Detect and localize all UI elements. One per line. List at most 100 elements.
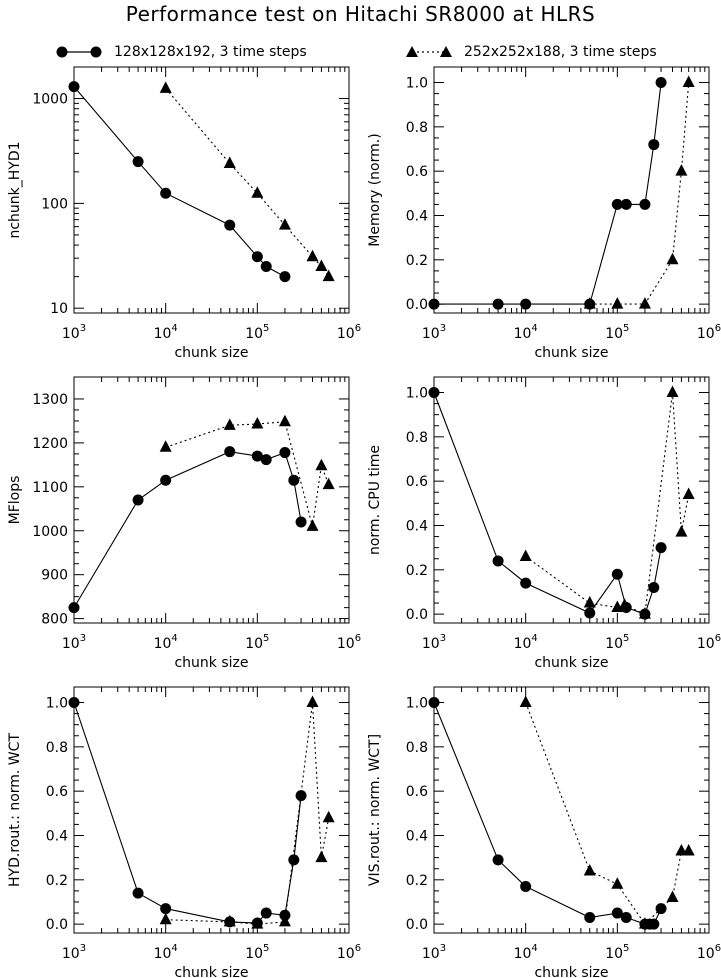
x-tick-label: 106 [337,323,361,342]
data-point-triangle [583,863,596,876]
x-tick-label: 103 [422,323,446,342]
y-tick-label: 0.8 [406,740,428,756]
data-point-triangle [682,75,695,88]
y-tick-label: 0.8 [46,740,68,756]
data-point-circle [160,187,172,199]
data-point-triangle [666,890,679,903]
data-point-circle [584,607,596,619]
data-point-triangle [278,218,291,230]
data-point-triangle [251,417,264,429]
series-line [165,88,330,277]
circle-series [428,697,667,930]
legend-circle-marker-icon [56,46,102,58]
y-tick-label: 900 [41,568,68,584]
triangle-series [159,414,335,531]
x-axis-label: chunk size [174,965,248,978]
x-axis-label: chunk size [174,655,248,671]
y-tick-label: 0.8 [406,430,428,446]
y-tick-label: 0.4 [46,828,68,844]
data-point-circle [68,81,80,93]
x-tick-label: 106 [697,323,721,342]
data-point-triangle [618,598,631,610]
y-tick-label: 1100 [32,480,68,496]
data-point-triangle [315,259,328,271]
y-tick-label: 0.4 [406,828,428,844]
data-point-circle [132,494,144,506]
data-point-circle [648,582,660,594]
y-axis-label: norm. CPU time [367,445,383,555]
data-point-circle [620,198,632,210]
data-point-circle [295,516,307,528]
y-tick-label: 0.0 [406,297,428,313]
data-point-circle [68,697,80,709]
legend-label-circle-series: 128x128x192, 3 time steps [114,44,307,60]
data-point-triangle [278,414,291,427]
data-point-circle [620,911,632,923]
data-point-circle [288,854,300,866]
x-tick-label: 106 [337,943,361,962]
data-point-circle [68,602,80,614]
series-line [165,421,330,527]
series-line [73,451,302,608]
y-tick-label: 1200 [32,436,68,452]
x-tick-label: 103 [62,323,86,342]
x-tick-label: 106 [697,943,721,962]
data-point-circle [648,918,660,930]
x-tick-label: 105 [245,943,269,962]
data-point-circle [260,260,272,272]
plot-frame [433,686,710,934]
x-tick-label: 104 [514,943,538,962]
data-point-triangle [666,385,679,398]
series-line [433,392,662,615]
data-point-circle [648,139,660,151]
data-point-triangle [322,269,335,282]
y-axis-label: nchunk_HYD1 [7,141,23,238]
y-tick-label: 1300 [32,392,68,408]
x-tick-label: 105 [605,323,629,342]
x-axis-label: chunk size [534,965,608,978]
data-point-triangle [322,477,335,490]
plot-frame [433,376,710,624]
y-tick-label: 0.6 [406,474,428,490]
data-point-triangle [638,297,651,309]
y-tick-label: 1.0 [406,696,428,712]
chart-panel-5: 103 104 105 106 0.0 0.2 0.4 0.6 0.8 1.0 chunk size… [7,686,361,978]
x-tick-label: 105 [245,323,269,342]
data-point-triangle [519,695,532,708]
chart-panel-6: 103 104 105 106 0.0 0.2 0.4 0.6 0.8 1.0 chunk size… [367,686,721,978]
data-point-triangle [682,487,695,499]
legend-entry-triangle-series: 252x252x188, 3 time steps [404,42,657,62]
y-tick-label: 0.2 [46,873,68,889]
data-point-circle [279,271,291,283]
data-point-triangle [675,164,688,176]
chart-panel-2: 103 104 105 106 0.0 0.2 0.4 0.6 0.8 1.0 chunk size… [367,66,721,361]
data-point-triangle [306,695,319,708]
series-line [525,392,690,615]
data-point-triangle [223,418,236,430]
y-tick-label: 1000 [32,92,68,108]
y-tick-label: 0.6 [406,784,428,800]
data-point-triangle [306,249,319,262]
triangle-series [159,81,335,282]
series-line [434,82,662,305]
data-point-triangle [611,297,624,309]
plot-frame [433,66,710,314]
chart-panel-3: 103 104 105 106 800 900 1000 1100 1200 1300 chunk … [7,376,361,671]
data-point-triangle [278,914,291,927]
y-tick-label: 0.4 [406,518,428,534]
x-tick-label: 103 [62,633,86,652]
data-point-circle [251,251,263,263]
data-point-circle [251,450,263,462]
y-tick-label: 0.6 [406,164,428,180]
data-point-triangle [638,917,651,929]
legend-triangle-marker-icon [406,46,452,57]
triangle-series [159,695,335,929]
data-point-circle [611,907,623,919]
data-point-circle [611,568,623,580]
data-point-triangle [611,877,624,889]
data-point-circle [492,555,504,567]
data-point-circle [428,697,440,709]
data-point-triangle [159,81,172,93]
plot-frame [73,686,350,934]
